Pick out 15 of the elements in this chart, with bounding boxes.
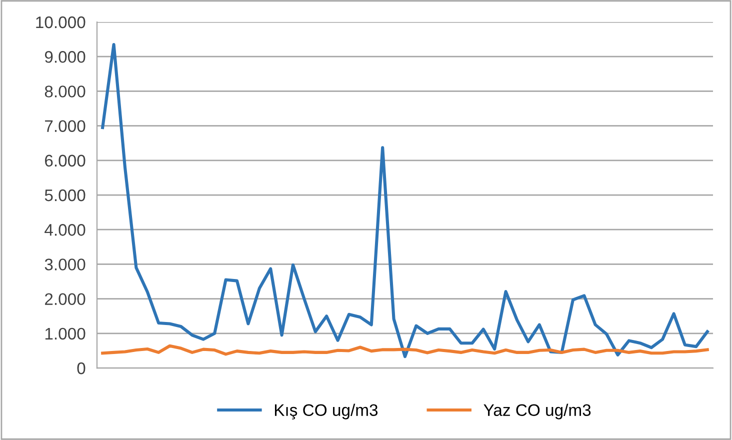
y-tick-label: 8.000 <box>44 86 86 98</box>
line-series <box>101 42 709 358</box>
y-tick-label: 3.000 <box>44 258 86 270</box>
legend-label: Kış CO ug/m3 <box>274 404 378 420</box>
y-tick-label: 0 <box>77 362 86 374</box>
line-series <box>101 344 709 356</box>
y-tick-label: 10.000 <box>36 16 86 28</box>
y-tick-label: 1.000 <box>45 328 86 340</box>
legend-label: Yaz CO ug/m3 <box>484 404 591 420</box>
y-tick-label: 7.000 <box>45 120 86 132</box>
y-tick-label: 9.000 <box>44 51 86 63</box>
y-tick-label: 5.000 <box>44 189 86 202</box>
y-tick-label: 2.000 <box>45 293 86 306</box>
y-tick-label: 4.000 <box>44 224 86 236</box>
y-tick-label: 6.000 <box>45 154 86 167</box>
